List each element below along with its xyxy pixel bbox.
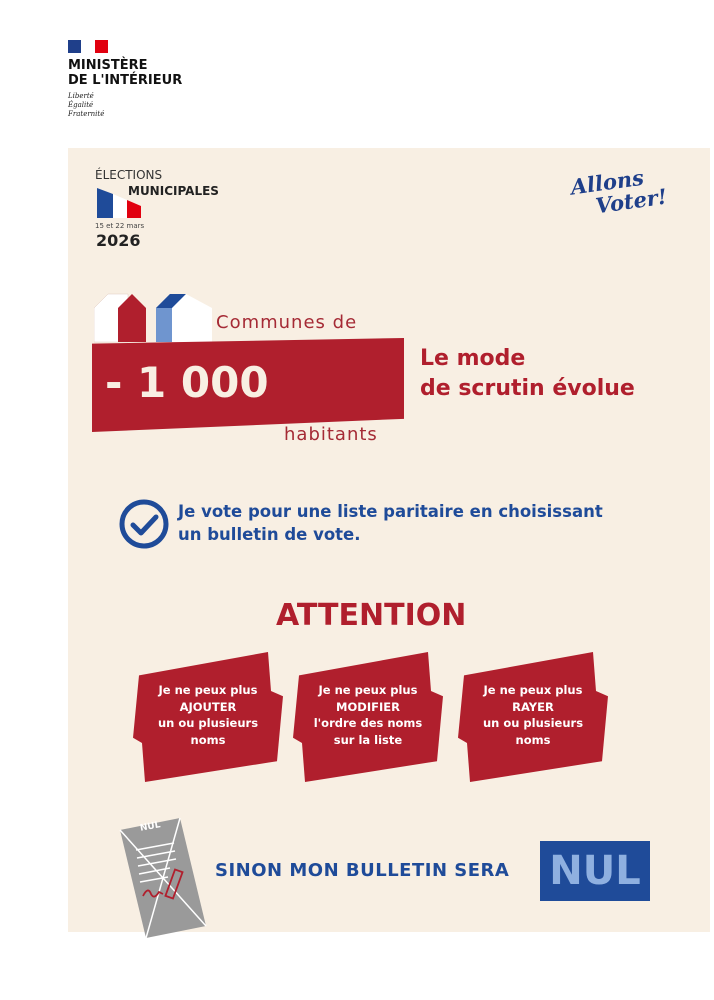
communes-label: Communes de bbox=[216, 312, 358, 333]
check-circle-icon bbox=[119, 499, 169, 549]
nul-badge: NUL bbox=[540, 841, 650, 901]
population-threshold: - 1 000 bbox=[105, 358, 269, 407]
french-flag-icon bbox=[97, 188, 141, 218]
warning-text: SINON MON BULLETIN SERA bbox=[215, 860, 510, 881]
ribbon-modifier: Je ne peux plus MODIFIER l'ordre des noms s… bbox=[293, 652, 443, 782]
election-year: 2026 bbox=[96, 231, 141, 250]
void-ballot-icon bbox=[119, 818, 207, 938]
ministry-name: MINISTÈRE DE L'INTÉRIEUR bbox=[68, 58, 183, 88]
habitants-label: habitants bbox=[284, 424, 378, 445]
marianne-logo bbox=[68, 40, 108, 53]
houses-icon bbox=[94, 293, 212, 343]
ribbon-rayer: Je ne peux plus RAYER un ou plusieurs noms bbox=[458, 652, 608, 782]
elections-label: ÉLECTIONS bbox=[95, 168, 163, 182]
motto: Liberté Égalité Fraternité bbox=[68, 92, 105, 118]
red-band bbox=[92, 338, 404, 432]
ribbon-ajouter: Je ne peux plus AJOUTER un ou plusieurs nom… bbox=[133, 652, 283, 782]
election-dates: 15 et 22 mars bbox=[95, 222, 145, 230]
attention-title: ATTENTION bbox=[276, 598, 467, 633]
headline: Le mode de scrutin évolue bbox=[420, 346, 635, 401]
vote-instruction: Je vote pour une liste paritaire en choi… bbox=[178, 502, 603, 544]
poster-panel bbox=[68, 148, 710, 932]
municipales-label: MUNICIPALES bbox=[128, 184, 219, 198]
